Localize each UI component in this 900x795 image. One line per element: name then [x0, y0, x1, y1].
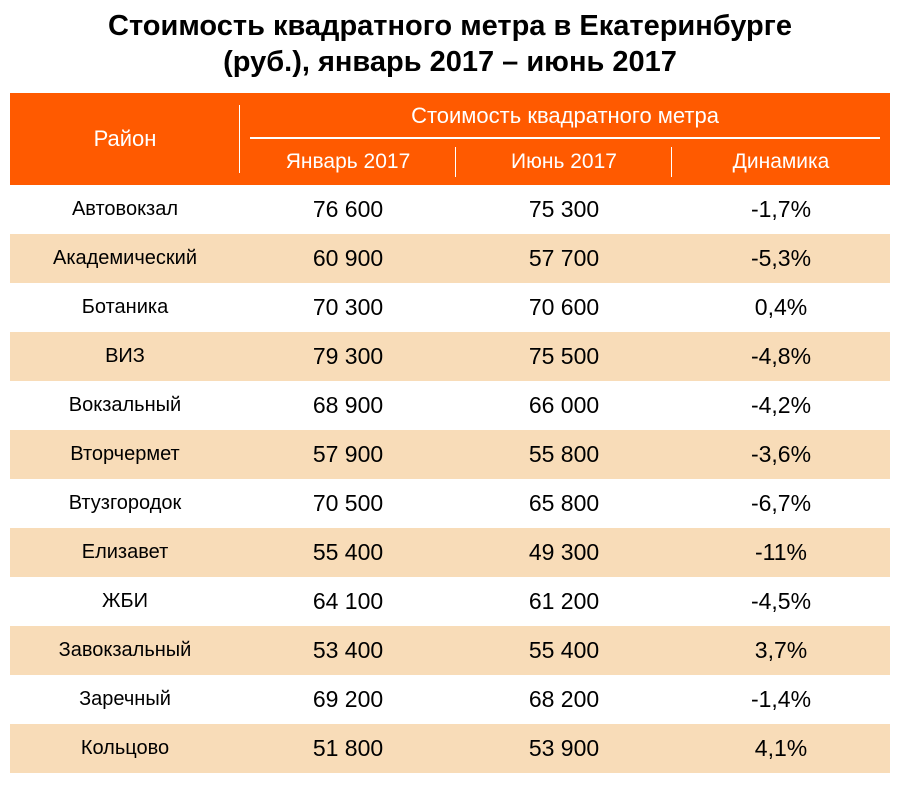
- col-header-group-label: Стоимость квадратного метра: [411, 103, 719, 128]
- cell-jun: 55 800: [456, 430, 672, 479]
- cell-jan: 69 200: [240, 675, 456, 724]
- price-table: Район Стоимость квадратного метра Январь…: [10, 93, 890, 773]
- cell-district: Завокзальный: [10, 626, 240, 675]
- cell-jun: 75 300: [456, 185, 672, 234]
- cell-district: ЖБИ: [10, 577, 240, 626]
- cell-jun: 65 800: [456, 479, 672, 528]
- cell-dyn: -1,7%: [672, 185, 890, 234]
- table-row: Ботаника70 30070 6000,4%: [10, 283, 890, 332]
- cell-jun: 49 300: [456, 528, 672, 577]
- table-row: Заречный69 20068 200-1,4%: [10, 675, 890, 724]
- cell-jan: 68 900: [240, 381, 456, 430]
- cell-district: Ботаника: [10, 283, 240, 332]
- cell-jun: 70 600: [456, 283, 672, 332]
- col-header-group: Стоимость квадратного метра: [240, 93, 890, 139]
- cell-dyn: -1,4%: [672, 675, 890, 724]
- table-row: Елизавет55 40049 300-11%: [10, 528, 890, 577]
- table-row: Вторчермет57 90055 800-3,6%: [10, 430, 890, 479]
- table-row: ЖБИ64 10061 200-4,5%: [10, 577, 890, 626]
- cell-jun: 55 400: [456, 626, 672, 675]
- cell-dyn: -6,7%: [672, 479, 890, 528]
- title-line-2: (руб.), январь 2017 – июнь 2017: [223, 46, 677, 78]
- cell-jan: 76 600: [240, 185, 456, 234]
- cell-dyn: -5,3%: [672, 234, 890, 283]
- cell-dyn: -11%: [672, 528, 890, 577]
- cell-jun: 75 500: [456, 332, 672, 381]
- table-row: Кольцово51 80053 9004,1%: [10, 724, 890, 773]
- cell-jun: 57 700: [456, 234, 672, 283]
- table-row: Академический60 90057 700-5,3%: [10, 234, 890, 283]
- cell-district: Кольцово: [10, 724, 240, 773]
- table-row: Автовокзал76 60075 300-1,7%: [10, 185, 890, 234]
- cell-dyn: -3,6%: [672, 430, 890, 479]
- cell-dyn: -4,5%: [672, 577, 890, 626]
- table-row: ВИЗ79 30075 500-4,8%: [10, 332, 890, 381]
- col-header-jun: Июнь 2017: [456, 139, 672, 185]
- cell-jan: 57 900: [240, 430, 456, 479]
- cell-dyn: 0,4%: [672, 283, 890, 332]
- col-header-district-label: Район: [94, 126, 157, 151]
- page-title: Стоимость квадратного метра в Екатеринбу…: [10, 8, 890, 81]
- col-header-jun-label: Июнь 2017: [511, 150, 617, 173]
- cell-district: Вокзальный: [10, 381, 240, 430]
- cell-jun: 66 000: [456, 381, 672, 430]
- cell-jan: 51 800: [240, 724, 456, 773]
- col-header-jan: Январь 2017: [240, 139, 456, 185]
- cell-jun: 68 200: [456, 675, 672, 724]
- title-line-1: Стоимость квадратного метра в Екатеринбу…: [108, 10, 792, 42]
- col-header-dyn: Динамика: [672, 139, 890, 185]
- cell-dyn: 4,1%: [672, 724, 890, 773]
- cell-jun: 61 200: [456, 577, 672, 626]
- cell-jun: 53 900: [456, 724, 672, 773]
- cell-district: Втузгородок: [10, 479, 240, 528]
- cell-jan: 70 300: [240, 283, 456, 332]
- table-header: Район Стоимость квадратного метра Январь…: [10, 93, 890, 185]
- cell-district: Академический: [10, 234, 240, 283]
- cell-jan: 79 300: [240, 332, 456, 381]
- cell-dyn: -4,2%: [672, 381, 890, 430]
- cell-dyn: -4,8%: [672, 332, 890, 381]
- col-header-jan-label: Январь 2017: [286, 150, 411, 173]
- table-row: Завокзальный53 40055 4003,7%: [10, 626, 890, 675]
- cell-district: ВИЗ: [10, 332, 240, 381]
- cell-jan: 70 500: [240, 479, 456, 528]
- cell-jan: 55 400: [240, 528, 456, 577]
- cell-district: Автовокзал: [10, 185, 240, 234]
- cell-district: Заречный: [10, 675, 240, 724]
- col-header-district: Район: [10, 93, 240, 185]
- cell-dyn: 3,7%: [672, 626, 890, 675]
- table-body: Автовокзал76 60075 300-1,7%Академический…: [10, 185, 890, 773]
- cell-jan: 64 100: [240, 577, 456, 626]
- col-header-dyn-label: Динамика: [733, 150, 830, 173]
- cell-district: Елизавет: [10, 528, 240, 577]
- cell-jan: 60 900: [240, 234, 456, 283]
- cell-district: Вторчермет: [10, 430, 240, 479]
- cell-jan: 53 400: [240, 626, 456, 675]
- table-row: Втузгородок70 50065 800-6,7%: [10, 479, 890, 528]
- table-row: Вокзальный68 90066 000-4,2%: [10, 381, 890, 430]
